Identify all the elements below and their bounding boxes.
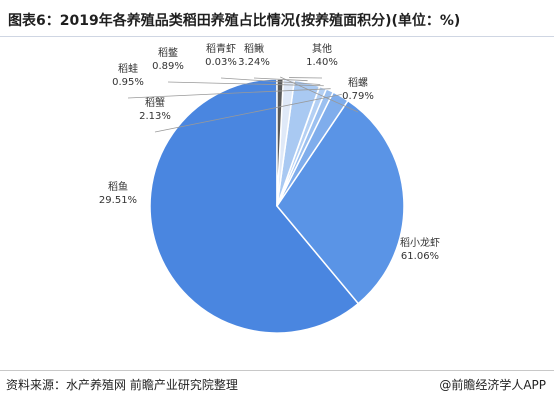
slice-name-label: 其他 xyxy=(312,42,332,55)
footer-divider xyxy=(0,370,554,371)
slice-labels: 稻小龙虾 61.06% 稻鱼 29.51% 稻蟹 2.13% 稻蛙 0.95% 稻鳖 0.89% 稻… xyxy=(99,42,440,262)
slice-value-label: 61.06% xyxy=(401,251,439,262)
slice-value-label: 29.51% xyxy=(99,195,137,206)
slice-value-label: 2.13% xyxy=(139,111,171,122)
title-divider xyxy=(0,36,554,37)
brand-mark: @前瞻经济学人APP xyxy=(439,378,546,392)
pie-slice xyxy=(149,78,360,334)
slice-value-label: 1.40% xyxy=(306,57,338,68)
slice-name-label: 稻青虾 xyxy=(206,42,236,55)
slice-value-label: 0.03% xyxy=(205,57,237,68)
slice-name-label: 稻鳅 xyxy=(244,42,264,55)
chart-title: 图表6：2019年各养殖品类稻田养殖占比情况(按养殖面积分)(单位：%) xyxy=(8,13,461,29)
pie-chart: 稻小龙虾 61.06% 稻鱼 29.51% 稻蟹 2.13% 稻蛙 0.95% 稻鳖 0.89% 稻… xyxy=(99,42,440,334)
slice-name-label: 稻鳖 xyxy=(158,46,178,59)
slice-value-label: 0.89% xyxy=(152,61,184,72)
slice-name-label: 稻螺 xyxy=(348,77,368,89)
slice-name-label: 稻小龙虾 xyxy=(400,236,440,249)
slice-name-label: 稻蛙 xyxy=(118,62,138,75)
leader-line xyxy=(280,76,359,113)
leader-line xyxy=(253,77,308,82)
slice-name-label: 稻蟹 xyxy=(145,96,165,109)
leader-lines xyxy=(127,76,359,133)
slice-value-label: 3.24% xyxy=(238,57,270,68)
source-note: 资料来源：水产养殖网 前瞻产业研究院整理 xyxy=(6,378,238,392)
pie-slice xyxy=(276,99,405,305)
slice-value-label: 0.79% xyxy=(342,91,374,102)
slice-name-label: 稻鱼 xyxy=(108,180,128,193)
leader-line xyxy=(127,88,331,99)
leader-line xyxy=(220,77,321,85)
leader-line xyxy=(154,94,342,133)
pie-slices xyxy=(149,78,405,334)
slice-value-label: 0.95% xyxy=(112,77,144,88)
